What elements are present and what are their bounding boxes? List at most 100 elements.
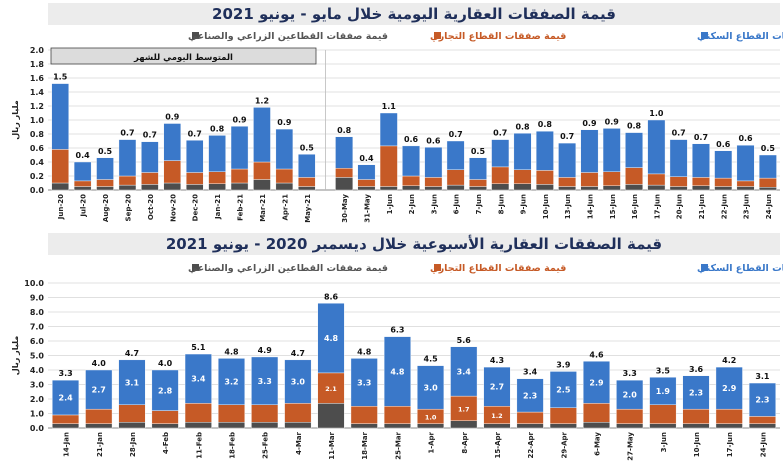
bar-residential (73, 161, 92, 182)
chart-panel-2: قيمة الصفقات العقارية الأسبوعية خلال ديس… (11, 233, 783, 461)
total-label: 4.8 (357, 347, 372, 356)
bar-agri_industrial (669, 186, 688, 191)
total-label: 0.6 (426, 136, 441, 145)
chart-title-bar (48, 233, 780, 255)
segment-label-commercial: 1.0 (425, 413, 437, 421)
bar-commercial (317, 372, 345, 404)
bar-commercial (580, 172, 599, 187)
total-label: 4.7 (291, 349, 305, 358)
total-label: 3.3 (59, 369, 73, 378)
bar-agri_industrial (275, 182, 294, 191)
bar-residential (85, 369, 113, 410)
bar-commercial (163, 160, 182, 184)
bar-commercial (350, 406, 378, 424)
x-tick-label: 17-Jun (653, 194, 661, 219)
bar-agri_industrial (580, 186, 599, 191)
monthly-average-box (50, 47, 317, 65)
total-label: 0.7 (188, 129, 202, 138)
segment-label-residential: 2.9 (589, 378, 604, 387)
x-tick-label: 24-Jun (759, 432, 767, 457)
y-tick-label: 1.0 (30, 410, 45, 419)
bar-commercial (649, 404, 677, 424)
total-label: 1.5 (53, 73, 68, 82)
total-label: 3.4 (523, 368, 538, 377)
total-label: 4.8 (224, 347, 239, 356)
y-tick-label: 4.0 (30, 366, 45, 375)
legend-label-agri_industrial: قيمة صفقات القطاعين الزراعي والصناعي (188, 263, 388, 274)
bar-commercial (535, 170, 554, 185)
bar-residential (450, 346, 478, 397)
bar-agri_industrial (184, 422, 212, 429)
bar-agri_industrial (583, 422, 610, 429)
segment-label-residential: 2.7 (92, 386, 106, 395)
bar-residential (647, 119, 666, 175)
bar-residential (616, 379, 644, 410)
bar-agri_industrial (450, 420, 478, 429)
x-tick-label: 15-Apr (494, 431, 502, 458)
bar-agri_industrial (52, 423, 80, 429)
x-tick-label: 29-Apr (560, 431, 568, 458)
total-label: 0.9 (605, 117, 620, 126)
bar-commercial (692, 177, 710, 186)
bar-commercial (402, 175, 420, 187)
segment-label-residential: 3.0 (424, 383, 439, 392)
x-tick-label: Aug-20 (102, 194, 110, 222)
bar-commercial (583, 403, 610, 423)
total-label: 6.3 (390, 326, 404, 335)
bar-agri_industrial (424, 186, 443, 191)
bar-residential (602, 128, 621, 172)
bar-commercial (284, 403, 312, 423)
x-tick-label: Sep-20 (124, 194, 132, 222)
x-tick-label: 25-Mar (394, 431, 402, 459)
y-tick-label: 8.0 (30, 308, 45, 317)
x-tick-label: Feb-21 (237, 194, 245, 221)
bar-agri_industrial (118, 184, 137, 191)
total-label: 0.5 (471, 147, 486, 156)
total-label: 0.5 (98, 147, 113, 156)
bar-agri_industrial (208, 183, 226, 191)
total-label: 3.3 (623, 369, 637, 378)
total-label: 0.8 (210, 124, 225, 133)
total-label: 0.5 (300, 143, 315, 152)
bar-residential (491, 139, 510, 168)
bar-residential (715, 366, 743, 410)
x-tick-label: Apr-21 (281, 194, 289, 221)
x-tick-label: 11-Mar (328, 431, 336, 459)
x-tick-label: 22-Apr (527, 431, 535, 458)
x-tick-label: 4-Feb (162, 432, 170, 454)
y-tick-label: 0.0 (30, 424, 45, 433)
legend-swatch-commercial (434, 264, 441, 271)
x-tick-label: 3-Jun (430, 194, 438, 214)
bar-commercial (184, 403, 212, 423)
bar-commercial (616, 408, 644, 424)
total-label: 3.1 (755, 372, 770, 381)
bar-agri_industrial (736, 186, 755, 191)
bar-agri_industrial (402, 185, 420, 191)
bar-agri_industrial (284, 422, 312, 429)
segment-label-residential: 3.4 (191, 375, 206, 384)
y-tick-label: 7.0 (30, 323, 45, 332)
bar-commercial (516, 411, 544, 424)
y-tick-label: 0.4 (30, 158, 45, 167)
bar-commercial (275, 168, 294, 184)
y-tick-label: 5.0 (30, 352, 45, 361)
bar-residential (118, 139, 137, 177)
bar-commercial (383, 406, 411, 424)
monthly-average-label: المتوسط اليومي للشهر (133, 53, 233, 63)
bar-residential (383, 336, 411, 407)
total-label: 4.0 (158, 359, 173, 368)
bar-residential (208, 135, 226, 172)
bar-residential (692, 143, 710, 178)
bar-residential (185, 140, 204, 173)
bar-agri_industrial (692, 185, 710, 191)
bar-residential (251, 356, 279, 406)
segment-label-commercial: 1.2 (491, 412, 503, 420)
total-label: 0.6 (404, 135, 419, 144)
total-label: 0.5 (761, 144, 776, 153)
x-tick-label: 30-May (341, 194, 349, 223)
bar-agri_industrial (513, 183, 532, 191)
segment-label-residential: 3.1 (125, 378, 140, 387)
bar-commercial (647, 173, 666, 186)
bar-agri_industrial (469, 186, 487, 191)
